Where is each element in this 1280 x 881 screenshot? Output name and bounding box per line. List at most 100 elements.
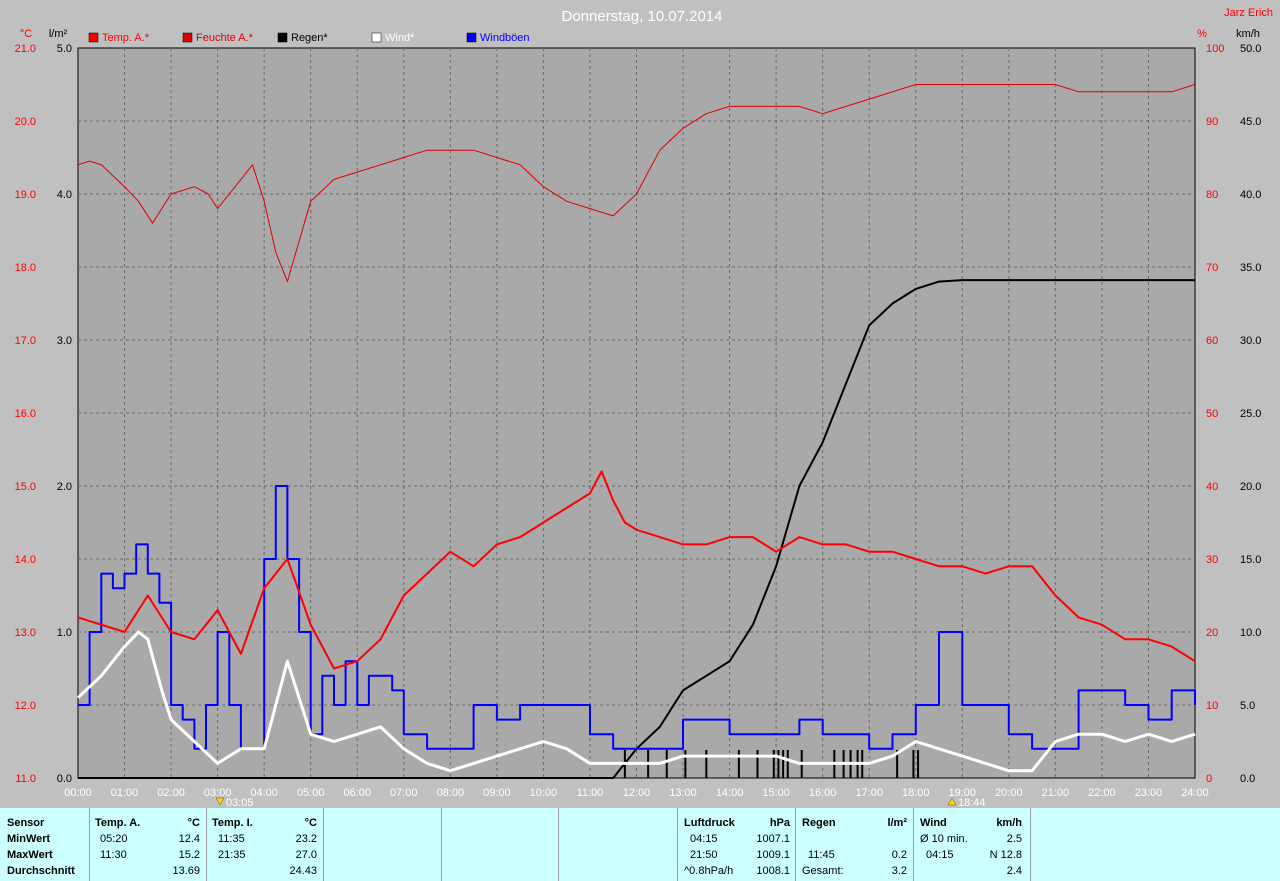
stats-divider (89, 808, 90, 881)
wind-max: N 12.8 (989, 849, 1022, 861)
temp-tick-label: 17.0 (15, 335, 36, 347)
x-tick-label: 09:00 (483, 787, 511, 799)
temp-a-avg: 13.69 (172, 865, 200, 877)
series-line-feuchte-a (77, 84, 1196, 283)
wind-tick-label: 20.0 (1240, 481, 1261, 493)
pressure-trend: ^0.8hPa/h (684, 865, 734, 877)
temp-tick-label: 15.0 (15, 481, 36, 493)
rain-unit: l/m² (887, 817, 907, 829)
wind-tick-label: 30.0 (1240, 335, 1261, 347)
humidity-tick-label: 70 (1206, 262, 1218, 274)
wind-unit-label: km/h (1236, 28, 1260, 40)
avg-label: Durchschnitt (7, 865, 75, 877)
temp-a-max-time: 11:30 (100, 849, 127, 861)
x-tick-label: 21:00 (1042, 787, 1070, 799)
stats-divider (323, 808, 324, 881)
rain-tick-label: 3.0 (57, 335, 72, 347)
humidity-tick-label: 30 (1206, 554, 1218, 566)
humidity-tick-label: 80 (1206, 189, 1218, 201)
rain-max-time: 11:45 (808, 849, 835, 861)
legend-label: Temp. A.* (102, 32, 150, 44)
x-tick-label: 03:00 (204, 787, 232, 799)
stats-divider (441, 808, 442, 881)
series-line-temp-a (77, 470, 1196, 670)
temp-tick-label: 21.0 (15, 43, 36, 55)
pressure-max: 1009.1 (756, 849, 790, 861)
temp-tick-label: 16.0 (15, 408, 36, 420)
x-tick-label: 00:00 (64, 787, 92, 799)
humidity-tick-label: 0 (1206, 773, 1212, 785)
x-tick-label: 05:00 (297, 787, 325, 799)
stats-divider (795, 808, 796, 881)
wind-tick-label: 35.0 (1240, 262, 1261, 274)
humidity-tick-label: 60 (1206, 335, 1218, 347)
sunrise-icon (215, 797, 225, 806)
series-line-wind (76, 630, 1196, 773)
pressure-unit: hPa (769, 817, 790, 829)
legend-swatch (371, 32, 382, 43)
stats-divider (677, 808, 678, 881)
temp-tick-label: 12.0 (15, 700, 36, 712)
temp-i-min: 23.2 (295, 833, 317, 845)
humidity-tick-label: 10 (1206, 700, 1218, 712)
temp-tick-label: 20.0 (15, 116, 36, 128)
x-tick-label: 10:00 (530, 787, 558, 799)
pressure-max-time: 21:50 (690, 849, 718, 861)
legend-label: Feuchte A.* (196, 32, 254, 44)
x-tick-label: 06:00 (343, 787, 371, 799)
rain-tick-label: 5.0 (57, 43, 72, 55)
humidity-tick-label: 20 (1206, 627, 1218, 639)
series-line-windböen (78, 485, 1196, 750)
wind-tick-label: 45.0 (1240, 116, 1261, 128)
temp-tick-label: 11.0 (15, 773, 36, 785)
temp-a-min-time: 05:20 (100, 833, 128, 845)
wind-tick-label: 50.0 (1240, 43, 1261, 55)
sunrise-label: 03:05 (226, 797, 254, 808)
author-label: Jarz Erich (1224, 7, 1273, 19)
stats-divider (1030, 808, 1031, 881)
rain-total-label: Gesamt: (802, 865, 844, 877)
legend-label: Windböen (480, 32, 530, 44)
temp-i-min-time: 11:35 (218, 833, 245, 845)
x-tick-label: 24:00 (1181, 787, 1209, 799)
pressure-min-time: 04:15 (690, 833, 718, 845)
temp-tick-label: 14.0 (15, 554, 36, 566)
legend-swatch (182, 32, 193, 43)
temp-i-max: 27.0 (295, 849, 317, 861)
x-tick-label: 18:00 (902, 787, 930, 799)
x-tick-label: 17:00 (855, 787, 883, 799)
max-label: MaxWert (7, 849, 53, 861)
wind-tick-label: 40.0 (1240, 189, 1261, 201)
x-tick-label: 07:00 (390, 787, 418, 799)
x-tick-label: 01:00 (111, 787, 139, 799)
x-tick-label: 04:00 (250, 787, 278, 799)
series-layer (76, 84, 1196, 779)
x-tick-label: 13:00 (669, 787, 697, 799)
rain-tick-label: 0.0 (57, 773, 72, 785)
temp-i-unit: °C (304, 817, 317, 829)
sunset-marker: 18:44 (947, 797, 986, 808)
wind-header: Wind (920, 817, 947, 829)
humidity-unit-label: % (1197, 28, 1207, 40)
temp-a-unit: °C (187, 817, 200, 829)
rain-tick-label: 2.0 (57, 481, 72, 493)
legend-swatch (88, 32, 99, 43)
humidity-tick-label: 100 (1206, 43, 1224, 55)
wind-tick-label: 5.0 (1240, 700, 1255, 712)
sunset-label: 18:44 (958, 797, 986, 808)
x-tick-label: 02:00 (157, 787, 185, 799)
temp-unit-label: °C (20, 28, 32, 40)
temp-a-min: 12.4 (178, 833, 200, 845)
stats-divider (913, 808, 914, 881)
temp-i-header: Temp. I. (212, 817, 253, 829)
rain-total: 3.2 (891, 865, 907, 877)
x-tick-label: 22:00 (1088, 787, 1116, 799)
min-label: MinWert (7, 833, 51, 845)
legend-swatch (466, 32, 477, 43)
sensor-label: Sensor (7, 817, 45, 829)
weather-chart: 00:00 01:00 02:00 03:00 04:00 05:00 06:00 07:00… (14, 7, 1273, 808)
x-tick-label: 11:00 (577, 787, 604, 799)
axis-labels: 00:00 01:00 02:00 03:00 04:00 05:00 06:00 07:00… (15, 43, 1262, 799)
wind-avg10-label: Ø 10 min. (920, 833, 968, 845)
wind-tick-label: 25.0 (1240, 408, 1261, 420)
